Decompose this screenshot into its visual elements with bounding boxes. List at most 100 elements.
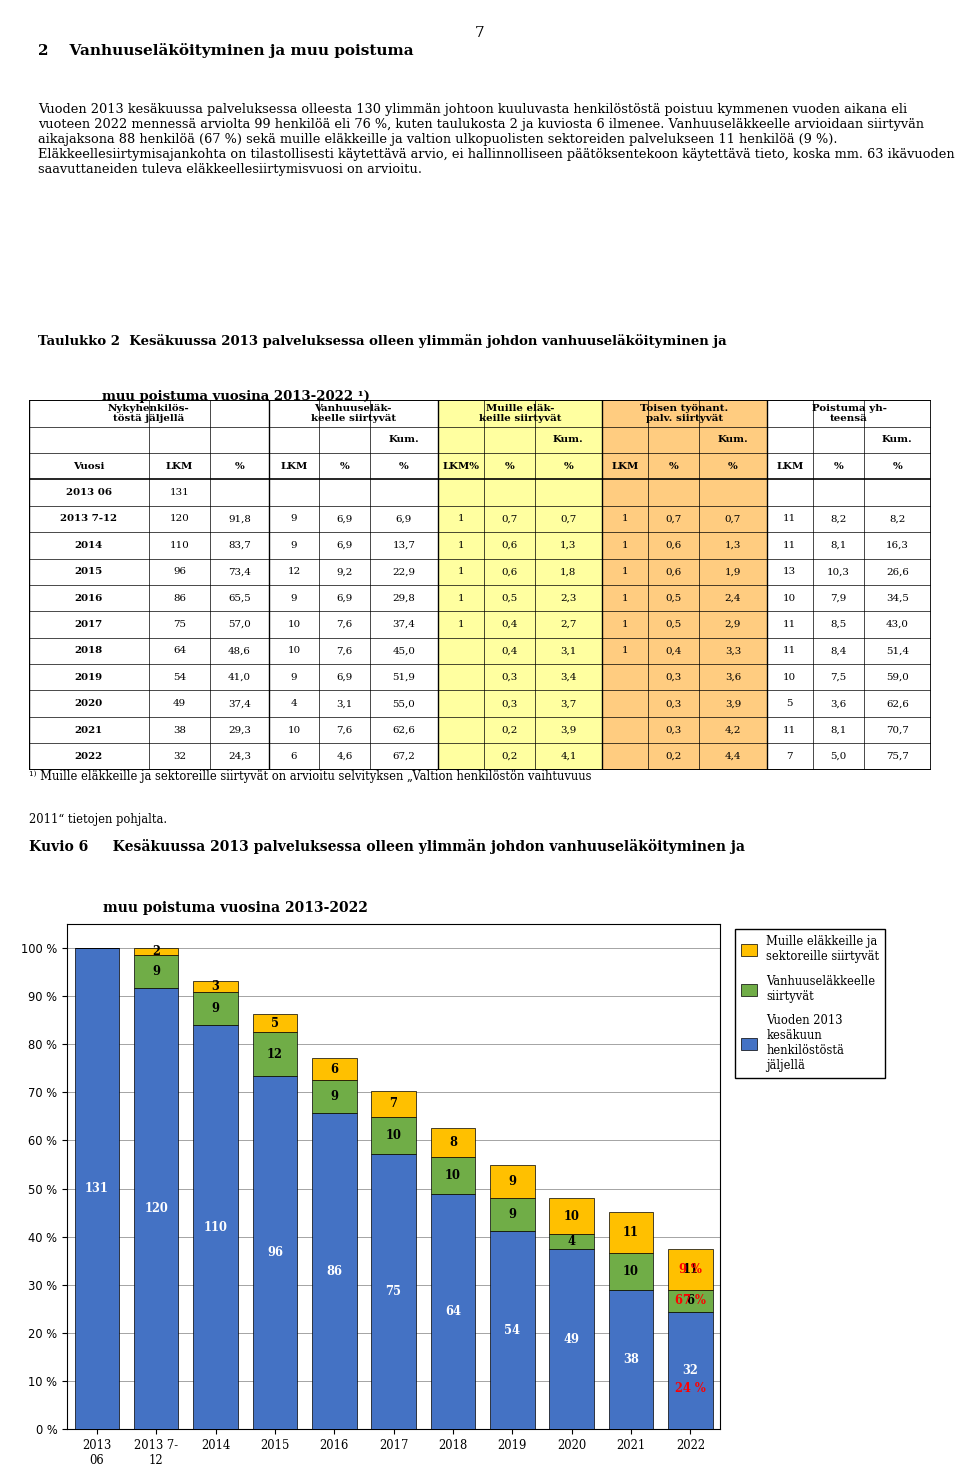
Text: 10,3: 10,3: [827, 567, 850, 576]
Text: 120: 120: [170, 515, 189, 523]
Text: 2: 2: [153, 946, 160, 957]
Bar: [252, 1032, 298, 1076]
Text: 38: 38: [623, 1353, 639, 1366]
Text: 1: 1: [458, 567, 464, 576]
Text: 62,6: 62,6: [393, 726, 416, 734]
Text: 2,3: 2,3: [561, 594, 577, 603]
Text: 43,0: 43,0: [886, 620, 909, 629]
Text: 10: 10: [783, 594, 797, 603]
Text: 8,1: 8,1: [830, 726, 847, 734]
Bar: [193, 1025, 238, 1429]
Text: 41,0: 41,0: [228, 673, 251, 682]
Text: 10: 10: [783, 673, 797, 682]
Text: 9: 9: [211, 1001, 220, 1014]
Text: 96: 96: [267, 1246, 283, 1259]
Text: 0,5: 0,5: [665, 620, 682, 629]
Bar: [668, 1312, 712, 1429]
Text: 34,5: 34,5: [886, 594, 909, 603]
Bar: [490, 1198, 535, 1231]
Text: 73,4: 73,4: [228, 567, 251, 576]
Text: 2016: 2016: [75, 594, 103, 603]
Bar: [252, 1014, 298, 1032]
Text: 75,7: 75,7: [886, 752, 909, 761]
Text: 11: 11: [783, 515, 797, 523]
Text: 75: 75: [386, 1286, 401, 1297]
Text: LKM: LKM: [776, 462, 804, 471]
Text: 75: 75: [173, 620, 186, 629]
Text: 9: 9: [508, 1208, 516, 1221]
Text: 0,7: 0,7: [725, 515, 741, 523]
Text: 0,3: 0,3: [665, 673, 682, 682]
Text: 12: 12: [267, 1048, 283, 1061]
Text: 54: 54: [504, 1324, 520, 1337]
Text: 1: 1: [458, 515, 464, 523]
Text: Kum.: Kum.: [553, 435, 584, 444]
Text: 38: 38: [173, 726, 186, 734]
Bar: [431, 1157, 475, 1193]
Text: 0,6: 0,6: [665, 541, 682, 550]
Text: 2022: 2022: [75, 752, 103, 761]
Bar: [490, 1164, 535, 1198]
Text: 11: 11: [683, 1262, 698, 1275]
Text: 1,8: 1,8: [561, 567, 577, 576]
Text: 45,0: 45,0: [393, 647, 416, 655]
Text: 7,6: 7,6: [337, 647, 353, 655]
Bar: [668, 1249, 712, 1290]
Text: 70,7: 70,7: [886, 726, 909, 734]
Text: 9: 9: [291, 541, 298, 550]
Text: 2014: 2014: [75, 541, 103, 550]
Text: 29,3: 29,3: [228, 726, 251, 734]
Text: 1: 1: [622, 567, 629, 576]
Bar: [648, 400, 699, 770]
Text: 32: 32: [683, 1363, 698, 1377]
Text: 0,6: 0,6: [665, 567, 682, 576]
Text: 2017: 2017: [75, 620, 103, 629]
Text: 110: 110: [204, 1221, 228, 1233]
Text: 83,7: 83,7: [228, 541, 251, 550]
Text: Toisen työnant.
palv. siirtyvät: Toisen työnant. palv. siirtyvät: [640, 403, 729, 424]
Text: 13,7: 13,7: [393, 541, 416, 550]
Text: Kum.: Kum.: [882, 435, 913, 444]
Bar: [134, 947, 179, 954]
Bar: [438, 400, 484, 770]
Text: LKM: LKM: [166, 462, 193, 471]
Text: 0,2: 0,2: [665, 752, 682, 761]
Text: 26,6: 26,6: [886, 567, 909, 576]
Text: 3,4: 3,4: [561, 673, 577, 682]
Text: 131: 131: [84, 1182, 108, 1195]
Text: %: %: [234, 462, 244, 471]
Text: 10: 10: [623, 1265, 639, 1278]
Text: 51,9: 51,9: [393, 673, 416, 682]
Text: 6,9: 6,9: [337, 515, 353, 523]
Text: 6,9: 6,9: [396, 515, 412, 523]
Bar: [490, 1231, 535, 1429]
Text: 1: 1: [622, 541, 629, 550]
Text: Kuvio 6     Kesäkuussa 2013 palveluksessa olleen ylimmän johdon vanhuuseläköitym: Kuvio 6 Kesäkuussa 2013 palveluksessa ol…: [29, 839, 745, 853]
Text: 3,1: 3,1: [337, 699, 353, 708]
Text: 3,7: 3,7: [561, 699, 577, 708]
Bar: [549, 1234, 594, 1249]
Text: 86: 86: [326, 1265, 343, 1278]
Text: 6,9: 6,9: [337, 594, 353, 603]
Text: 1: 1: [458, 594, 464, 603]
Text: 0,6: 0,6: [501, 541, 517, 550]
Text: Poistuma yh-
teensä: Poistuma yh- teensä: [811, 403, 886, 424]
Text: Kum.: Kum.: [717, 435, 748, 444]
Text: 29,8: 29,8: [393, 594, 416, 603]
Text: 7,6: 7,6: [337, 726, 353, 734]
Text: 8,4: 8,4: [830, 647, 847, 655]
Text: 22,9: 22,9: [393, 567, 416, 576]
Text: 8,5: 8,5: [830, 620, 847, 629]
Bar: [134, 988, 179, 1429]
Text: 7: 7: [475, 26, 485, 41]
Text: 120: 120: [144, 1202, 168, 1215]
Text: 2013 7-12: 2013 7-12: [60, 515, 117, 523]
Text: 4: 4: [291, 699, 298, 708]
Bar: [372, 1154, 416, 1429]
Text: 9: 9: [291, 673, 298, 682]
Text: 59,0: 59,0: [886, 673, 909, 682]
Text: 49: 49: [564, 1333, 580, 1346]
Text: Vuoden 2013 kesäkuussa palveluksessa olleesta 130 ylimmän johtoon kuuluvasta hen: Vuoden 2013 kesäkuussa palveluksessa oll…: [38, 103, 955, 176]
Text: LKM: LKM: [280, 462, 307, 471]
Text: 1,3: 1,3: [561, 541, 577, 550]
